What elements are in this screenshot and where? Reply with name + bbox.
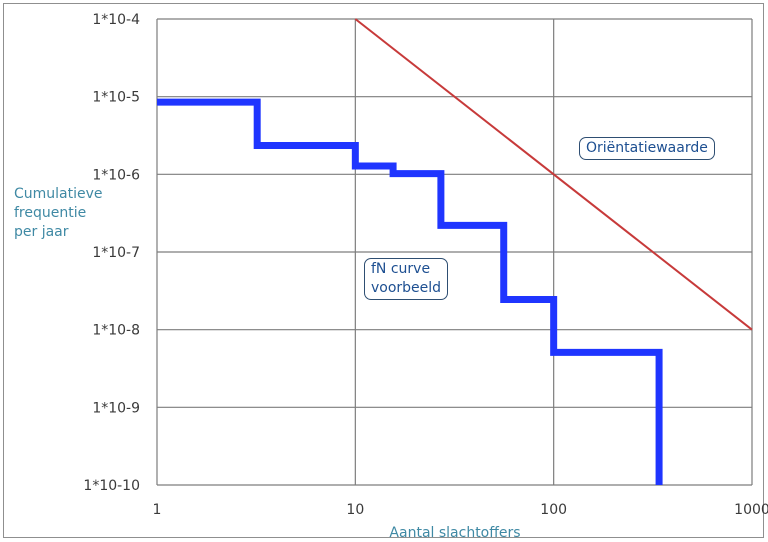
y-axis-title-line-2: frequentie: [14, 205, 87, 221]
y-tick-label: 1*10-6: [92, 167, 140, 183]
y-tick-label: 1*10-7: [92, 245, 140, 261]
y-axis-title-line-3: per jaar: [14, 224, 69, 240]
y-axis-title-line-1: Cumulatieve: [14, 186, 103, 202]
fn-curve-series: [157, 98, 663, 485]
x-tick-label: 10: [346, 502, 364, 518]
y-tick-label: 1*10-10: [83, 478, 140, 494]
fn-curve-label-line-1: fN curve: [371, 261, 431, 277]
reference-line-label: Oriëntatiewaarde: [579, 137, 715, 160]
tick-layer: 1*10-4 1*10-5 1*10-6 1*10-7 1*10-8 1*10-9 1*10…: [83, 12, 768, 518]
reference-line-label-text: Oriëntatiewaarde: [586, 140, 708, 156]
series-layer: [157, 18, 753, 485]
y-tick-label: 1*10-9: [92, 400, 140, 416]
y-axis-title: Cumulatieve frequentie per jaar: [14, 185, 103, 242]
x-tick-label: 1: [153, 502, 162, 518]
fn-curve-label: fN curve voorbeeld: [364, 258, 449, 300]
y-tick-label: 1*10-5: [92, 90, 140, 106]
y-tick-label: 1*10-4: [92, 12, 140, 28]
grid-layer: [156, 18, 753, 486]
x-tick-label: 1000: [734, 502, 768, 518]
fn-curve-label-line-2: voorbeeld: [371, 280, 442, 296]
x-tick-label: 100: [540, 502, 567, 518]
reference-line-series: [354, 18, 753, 331]
y-tick-label: 1*10-8: [92, 323, 140, 339]
x-axis-title: Aantal slachtoffers: [389, 525, 520, 541]
